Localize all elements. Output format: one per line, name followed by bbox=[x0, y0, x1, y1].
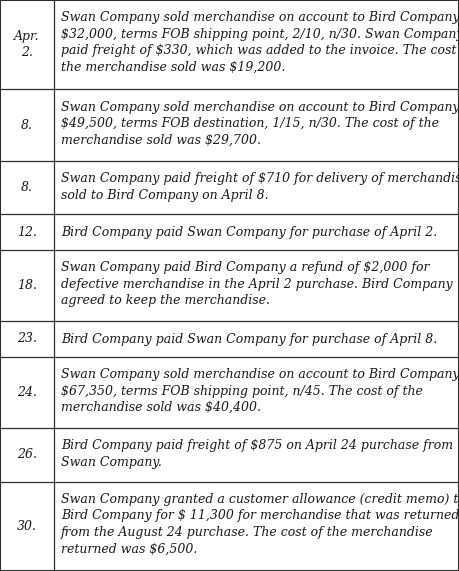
Text: Swan Company sold merchandise on account to Bird Company,
$49,500, terms FOB des: Swan Company sold merchandise on account… bbox=[61, 101, 459, 147]
Text: 12.: 12. bbox=[17, 226, 37, 239]
Text: 30.: 30. bbox=[17, 520, 37, 533]
Text: Swan Company granted a customer allowance (credit memo) to
Bird Company for $ 11: Swan Company granted a customer allowanc… bbox=[61, 493, 459, 556]
Text: Bird Company paid Swan Company for purchase of April 8.: Bird Company paid Swan Company for purch… bbox=[61, 333, 437, 345]
Text: 18.: 18. bbox=[17, 279, 37, 292]
Text: Swan Company sold merchandise on account to Bird Company,
$32,000, terms FOB shi: Swan Company sold merchandise on account… bbox=[61, 11, 459, 74]
Text: 8.: 8. bbox=[21, 181, 33, 194]
Text: 24.: 24. bbox=[17, 386, 37, 399]
Text: Swan Company paid Bird Company a refund of $2,000 for
defective merchandise in t: Swan Company paid Bird Company a refund … bbox=[61, 261, 453, 307]
Text: 26.: 26. bbox=[17, 448, 37, 461]
Text: Swan Company sold merchandise on account to Bird Company,
$67,350, terms FOB shi: Swan Company sold merchandise on account… bbox=[61, 368, 459, 414]
Text: Bird Company paid freight of $875 on April 24 purchase from
Swan Company.: Bird Company paid freight of $875 on Apr… bbox=[61, 440, 453, 469]
Text: 23.: 23. bbox=[17, 332, 37, 345]
Text: Bird Company paid Swan Company for purchase of April 2.: Bird Company paid Swan Company for purch… bbox=[61, 226, 437, 239]
Text: Apr.
2.: Apr. 2. bbox=[14, 30, 40, 59]
Text: 8.: 8. bbox=[21, 119, 33, 132]
Text: Swan Company paid freight of $710 for delivery of merchandise
sold to Bird Compa: Swan Company paid freight of $710 for de… bbox=[61, 172, 459, 202]
